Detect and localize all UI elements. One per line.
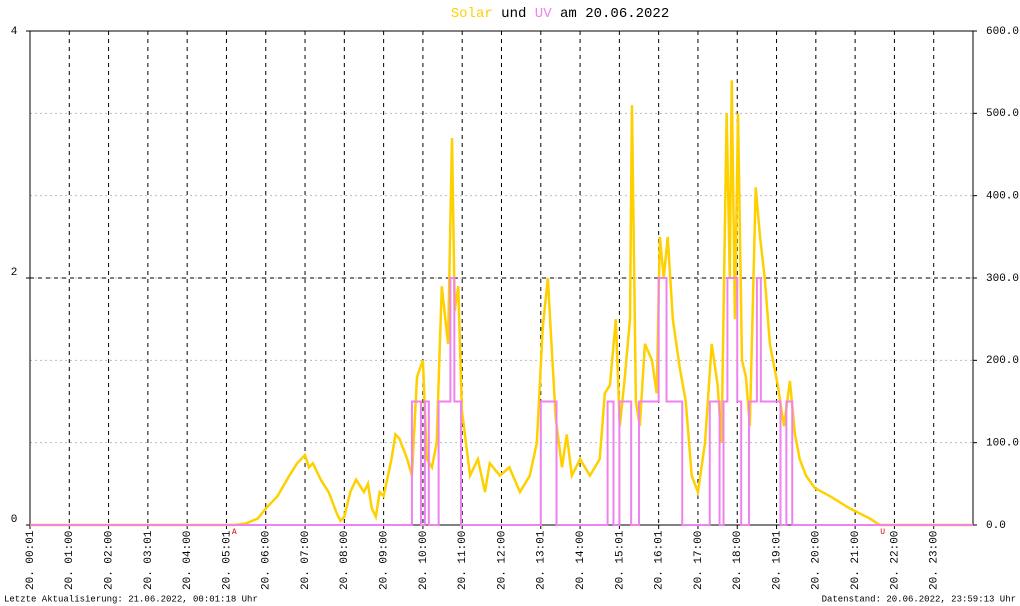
y2-tick-label: 400.0 [986,191,1019,203]
y2-tick-label: 500.0 [986,108,1019,120]
x-tick-label: 20. 13:01 [536,530,548,590]
x-tick-label: 20. 15:01 [614,530,626,590]
title-solar: Solar [451,6,493,22]
x-tick-label: 20. 05:01 [221,530,233,590]
y2-tick-label: 200.0 [986,355,1019,367]
x-tick-label: 20. 12:00 [496,531,508,590]
x-tick-label: 20. 23:00 [929,531,941,590]
x-tick-label: 20. 10:00 [418,531,430,590]
series-line [30,277,973,526]
annotation: A [232,528,237,537]
x-tick-label: 20. 14:00 [575,531,587,590]
y2-tick-label: 0.0 [986,520,1006,532]
x-tick-label: 20. 17:00 [693,531,705,590]
x-tick-label: 20. 19:01 [771,530,783,590]
chart-title: Solar und UV am 20.06.2022 [451,6,669,22]
y2-tick-label: 300.0 [986,273,1019,285]
title-join: und [501,6,526,22]
x-tick-label: 20. 04:00 [182,531,194,590]
x-tick-label: 20. 22:00 [889,531,901,590]
x-tick-label: 20. 20:00 [811,531,823,590]
y-tick-label: 0 [11,514,18,526]
x-tick-label: 20. 09:00 [379,531,391,590]
y2-tick-label: 100.0 [986,438,1019,450]
title-uv: UV [535,6,552,22]
title-suffix: am 20.06.2022 [560,6,669,22]
footer-left: Letzte Aktualisierung: 21.06.2022, 00:01… [4,594,258,604]
x-tick-label: 20. 00:01 [25,530,37,590]
x-tick-label: 20. 11:00 [457,531,469,590]
y-tick-label: 2 [11,267,18,279]
y-tick-label: 4 [11,26,18,38]
annotation: U [880,528,885,537]
series-line [30,80,973,527]
x-tick-label: 20. 08:00 [339,531,351,590]
x-tick-label: 20. 07:00 [300,531,312,590]
x-tick-label: 20. 18:00 [732,531,744,590]
x-tick-label: 20. 03:01 [143,530,155,590]
x-tick-label: 20. 01:00 [64,531,76,590]
x-tick-label: 20. 16:01 [654,530,666,590]
footer-right: Datenstand: 20.06.2022, 23:59:13 Uhr [822,594,1016,604]
x-tick-label: 20. 06:00 [261,531,273,590]
x-tick-label: 20. 02:00 [103,531,115,590]
y2-tick-label: 600.0 [986,26,1019,38]
x-tick-label: 20. 21:00 [850,531,862,590]
